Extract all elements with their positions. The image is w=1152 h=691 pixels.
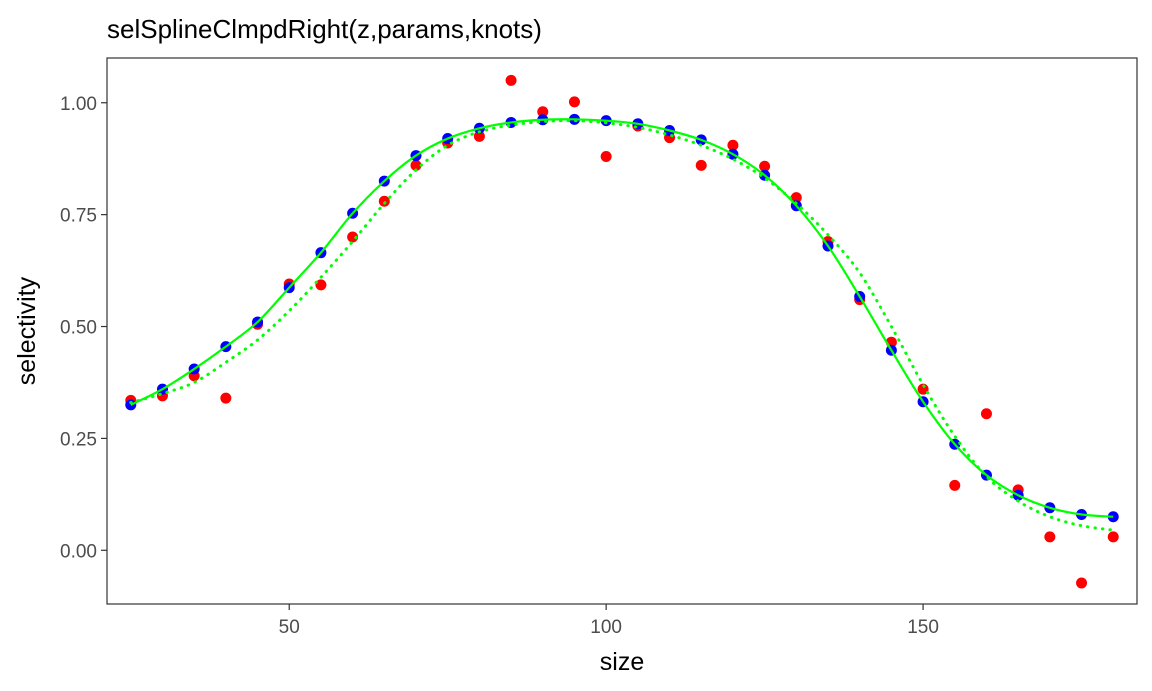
x-tick-label: 100 — [590, 617, 622, 638]
y-tick-label: 1.00 — [60, 94, 97, 115]
observed-point — [473, 130, 485, 142]
y-tick-label: 0.00 — [60, 541, 97, 562]
x-axis-title: size — [600, 648, 644, 676]
dotted-curve-line — [129, 119, 1115, 532]
observed-point — [347, 231, 359, 243]
y-tick-label: 0.75 — [60, 206, 97, 227]
observed-point — [1076, 577, 1088, 589]
x-tick-label: 150 — [907, 617, 939, 638]
estimated-point — [125, 399, 137, 411]
observed-point — [220, 392, 232, 404]
observed-point — [600, 150, 612, 162]
observed-point — [1044, 531, 1056, 543]
x-axis: 50 100 150 — [279, 604, 939, 638]
plot-panel — [106, 57, 1138, 605]
observed-point — [568, 96, 580, 108]
observed-point — [759, 160, 771, 172]
plot-layer — [125, 74, 1119, 589]
y-tick-label: 0.25 — [60, 429, 97, 450]
x-tick-label: 50 — [279, 617, 300, 638]
estimated-point — [1107, 511, 1119, 523]
observed-point — [378, 195, 390, 207]
observed-point — [537, 106, 549, 118]
solid-curve-line — [130, 118, 1114, 518]
y-tick-label: 0.50 — [60, 318, 97, 339]
observed-point — [980, 408, 992, 420]
observed-point — [949, 479, 961, 491]
observed-point — [917, 383, 929, 395]
y-axis-title: selectivity — [13, 276, 41, 385]
chart-title: selSplineClmpdRight(z,params,knots) — [107, 14, 542, 44]
observed-point — [410, 159, 422, 171]
observed-point — [695, 159, 707, 171]
observed-point — [1107, 531, 1119, 543]
y-axis: 0.00 0.25 0.50 0.75 1.00 — [60, 94, 107, 562]
observed-point — [505, 74, 517, 86]
observed-point — [790, 192, 802, 204]
observed-point — [727, 139, 739, 151]
observed-point — [315, 279, 327, 291]
